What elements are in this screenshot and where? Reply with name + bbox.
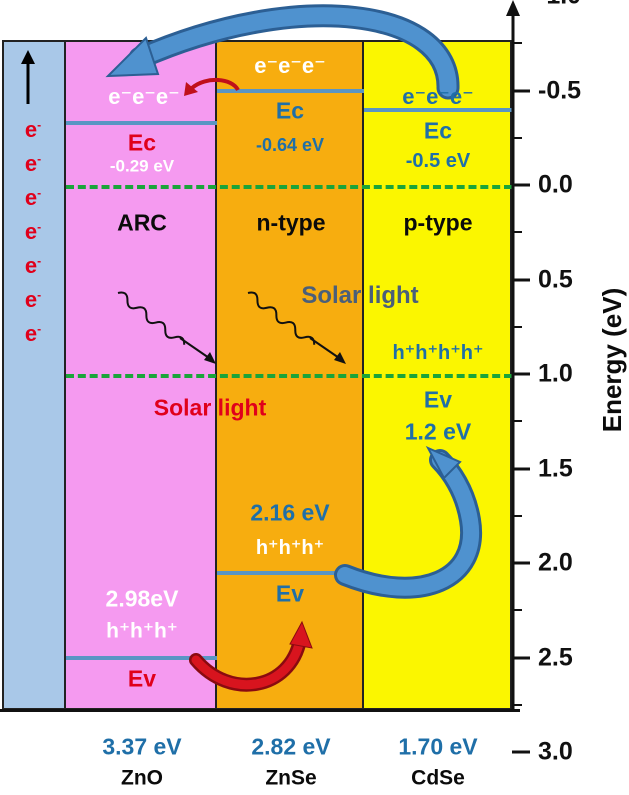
axis-minor-tick <box>512 231 522 234</box>
axis-tick <box>512 372 530 376</box>
metal-electron: e- <box>24 287 42 313</box>
zno-name-label: ZnO <box>121 766 163 790</box>
metal-electron: e- <box>24 219 42 245</box>
axis-minor-tick <box>512 514 522 517</box>
cdse-ec-label: Ec <box>423 117 453 144</box>
fermi-dashed-line <box>66 185 512 189</box>
axis-tick-label: 1.5 <box>538 454 573 482</box>
znse-vb-value: 2.16 eV <box>250 499 330 526</box>
up-arrow-icon <box>21 50 35 104</box>
znse-cb-electrons: e⁻e⁻e⁻ <box>254 53 326 78</box>
cdse-role-label: p-type <box>403 209 473 236</box>
axis-minor-tick <box>512 609 522 612</box>
znse-bandgap-label: 2.82 eV <box>251 733 331 760</box>
axis-tick-label: 2.5 <box>538 643 573 671</box>
zno-role-label: ARC <box>117 209 167 236</box>
cdse-cb-electrons: e⁻e⁻e⁻ <box>402 84 474 109</box>
axis-tick <box>512 183 530 187</box>
cdse-vb-holes: h⁺h⁺h⁺h⁺ <box>392 342 484 364</box>
zno-vb-value: 2.98eV <box>105 585 179 612</box>
cdse-vb-value: 1.2 eV <box>404 418 472 445</box>
zno-valence-band-line <box>66 656 217 660</box>
cdse-name-label: CdSe <box>411 766 465 790</box>
axis-minor-tick <box>512 42 522 45</box>
metal-electron: e- <box>24 185 42 211</box>
axis-minor-tick <box>512 136 522 139</box>
axis-minor-tick <box>512 420 522 423</box>
valence-dashed-line <box>66 374 512 378</box>
axis-tick <box>512 278 530 281</box>
cdse-conduction-band-line <box>364 108 512 112</box>
axis-tick <box>512 656 530 659</box>
znse-solar-light-label: Solar light <box>301 282 419 309</box>
znse-ec-label: Ec <box>275 97 305 124</box>
cdse-bandgap-label: 1.70 eV <box>398 733 478 760</box>
cdse-ev-label: Ev <box>423 386 453 413</box>
axis-tick <box>512 89 530 92</box>
zno-conduction-band-line <box>66 121 217 125</box>
axis-tick-label: 1.0 <box>538 359 573 388</box>
zno-cb-electrons: e⁻e⁻e⁻ <box>108 84 180 109</box>
axis-tick <box>512 750 530 754</box>
znse-ec-value: -0.64 eV <box>255 135 325 155</box>
zno-ec-value: -0.29 eV <box>109 156 175 176</box>
zno-vb-holes: h⁺h⁺h⁺ <box>106 619 178 643</box>
axis-tick-label: -1.0 <box>538 0 581 11</box>
axis-tick-label: 3.0 <box>538 737 573 766</box>
znse-name-label: ZnSe <box>265 766 317 790</box>
axis-tick-label: -0.5 <box>538 76 582 104</box>
axis-tick-label: 2.0 <box>538 548 573 577</box>
znse-conduction-band-line <box>217 89 364 93</box>
metal-electron: e- <box>24 117 42 143</box>
cdse-ec-value: -0.5 eV <box>405 150 471 172</box>
zno-solar-light-label: Solar light <box>153 394 267 421</box>
axis-tick <box>512 467 530 470</box>
energy-axis-line <box>506 0 520 710</box>
znse-vb-holes: h⁺h⁺h⁺ <box>255 537 325 559</box>
metal-electron: e- <box>24 321 42 347</box>
znse-valence-band-line <box>217 571 364 575</box>
axis-tick-label: 0.0 <box>538 170 573 199</box>
metal-electron: e- <box>24 253 42 279</box>
axis-minor-tick <box>512 325 522 328</box>
axis-minor-tick <box>512 703 522 706</box>
metal-electron: e- <box>24 151 42 177</box>
axis-tick <box>512 561 530 565</box>
znse-ev-label: Ev <box>275 580 305 607</box>
axis-tick-label: 0.5 <box>538 265 573 293</box>
bottom-axis-line <box>0 709 520 712</box>
znse-role-label: n-type <box>256 209 326 236</box>
metal-contact-region <box>2 40 66 710</box>
zno-ec-label: Ec <box>127 129 157 156</box>
zno-bandgap-label: 3.37 eV <box>102 733 182 760</box>
zno-ev-label: Ev <box>127 665 157 692</box>
